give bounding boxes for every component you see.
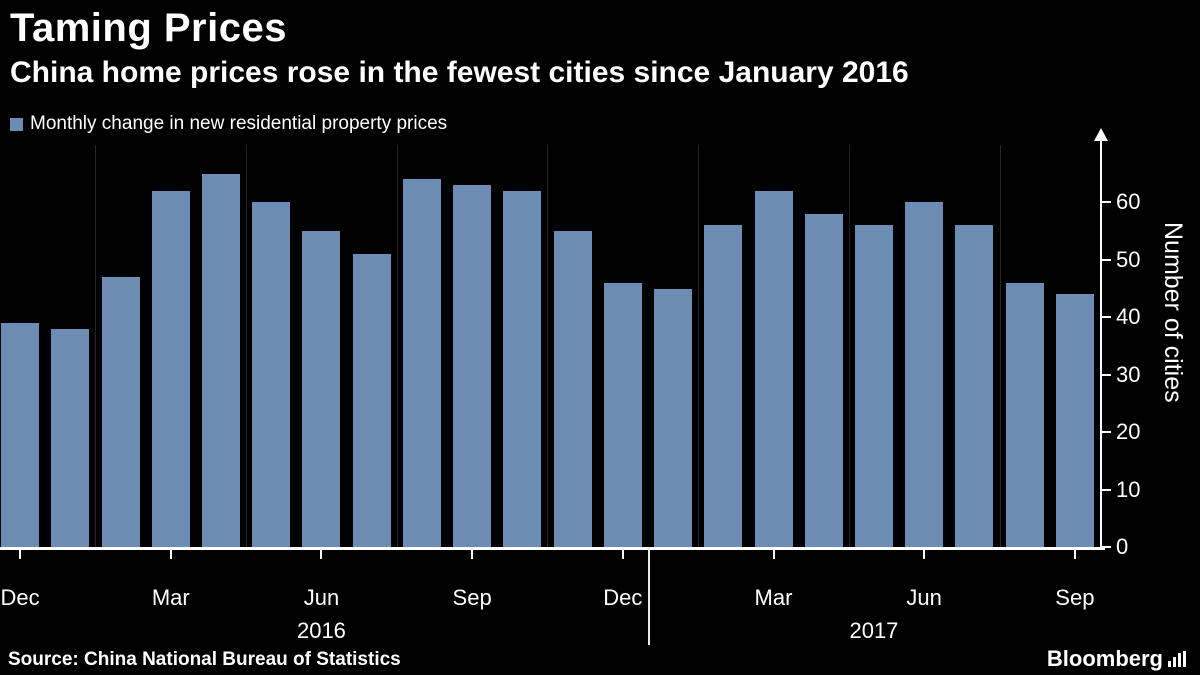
- x-tick: [320, 550, 323, 559]
- y-tick-label: 60: [1116, 189, 1141, 215]
- y-tick-label: 20: [1116, 419, 1141, 445]
- x-tick: [471, 550, 474, 559]
- bar: [1055, 294, 1094, 547]
- y-axis-title: Number of cities: [1159, 222, 1187, 403]
- bar: [955, 225, 994, 547]
- bar: [603, 282, 642, 547]
- year-label: 2016: [296, 618, 346, 643]
- legend-swatch-icon: [10, 117, 23, 131]
- page-subtitle: China home prices rose in the fewest cit…: [10, 56, 909, 89]
- bar: [352, 254, 391, 547]
- bar: [252, 202, 291, 547]
- y-tick: [1102, 258, 1111, 261]
- bar: [854, 225, 893, 547]
- gridline: [999, 145, 1001, 547]
- y-tick-label: 40: [1116, 304, 1141, 330]
- gridline: [698, 145, 700, 547]
- bar: [654, 288, 693, 547]
- gridline: [848, 145, 850, 547]
- x-tick-label: Mar: [151, 585, 190, 610]
- bar: [553, 231, 592, 547]
- y-tick-label: 10: [1116, 476, 1141, 502]
- bar: [503, 190, 542, 547]
- bar: [202, 173, 240, 547]
- x-tick: [19, 550, 22, 559]
- y-tick: [1102, 201, 1111, 204]
- gridline: [547, 145, 549, 547]
- y-tick: [1102, 373, 1111, 376]
- bar: [804, 213, 843, 547]
- gridline: [246, 145, 248, 547]
- x-tick-label: Sep: [452, 585, 492, 610]
- x-tick-label: Jun: [303, 585, 340, 610]
- y-tick: [1102, 546, 1111, 548]
- y-tick: [1102, 316, 1111, 319]
- year-label: 2017: [849, 618, 899, 643]
- bar: [151, 190, 190, 547]
- plot-area: [0, 145, 1105, 547]
- bar: [402, 179, 441, 547]
- legend: Monthly change in new residential proper…: [10, 113, 447, 135]
- bar: [51, 328, 90, 547]
- legend-label: Monthly change in new residential proper…: [30, 113, 448, 134]
- bloomberg-bars-icon: [1168, 651, 1186, 667]
- bar: [704, 225, 743, 547]
- y-tick-label: 30: [1116, 361, 1141, 387]
- bar: [453, 185, 492, 547]
- bar: [905, 202, 944, 547]
- gridline: [396, 145, 398, 547]
- bar: [302, 231, 341, 547]
- x-tick: [169, 550, 172, 559]
- y-axis-arrow-icon: [1094, 128, 1108, 141]
- year-divider: [647, 547, 650, 645]
- bloomberg-logo: Bloomberg: [1047, 646, 1186, 672]
- x-tick: [621, 550, 624, 559]
- x-tick-label: Dec: [603, 585, 643, 610]
- y-tick: [1102, 488, 1111, 491]
- y-tick-label: 0: [1116, 534, 1129, 559]
- x-tick: [1073, 550, 1076, 559]
- y-tick-label: 50: [1116, 246, 1141, 272]
- x-tick-label: Mar: [754, 585, 793, 610]
- x-tick-label: Dec: [0, 585, 40, 610]
- x-tick: [923, 550, 926, 559]
- x-tick: [772, 550, 775, 559]
- page-title: Taming Prices: [10, 6, 287, 50]
- x-tick-label: Sep: [1055, 585, 1095, 610]
- bar: [101, 277, 140, 547]
- source-note: Source: China National Bureau of Statist…: [8, 649, 401, 670]
- gridline: [95, 145, 97, 547]
- bar: [1, 323, 40, 547]
- x-axis-line: [0, 547, 1105, 550]
- x-tick-label: Jun: [906, 585, 942, 610]
- bloomberg-logo-text: Bloomberg: [1046, 646, 1163, 671]
- bar: [1005, 282, 1044, 547]
- y-axis-line: [1100, 140, 1102, 550]
- bar: [754, 190, 793, 547]
- y-tick: [1102, 431, 1111, 434]
